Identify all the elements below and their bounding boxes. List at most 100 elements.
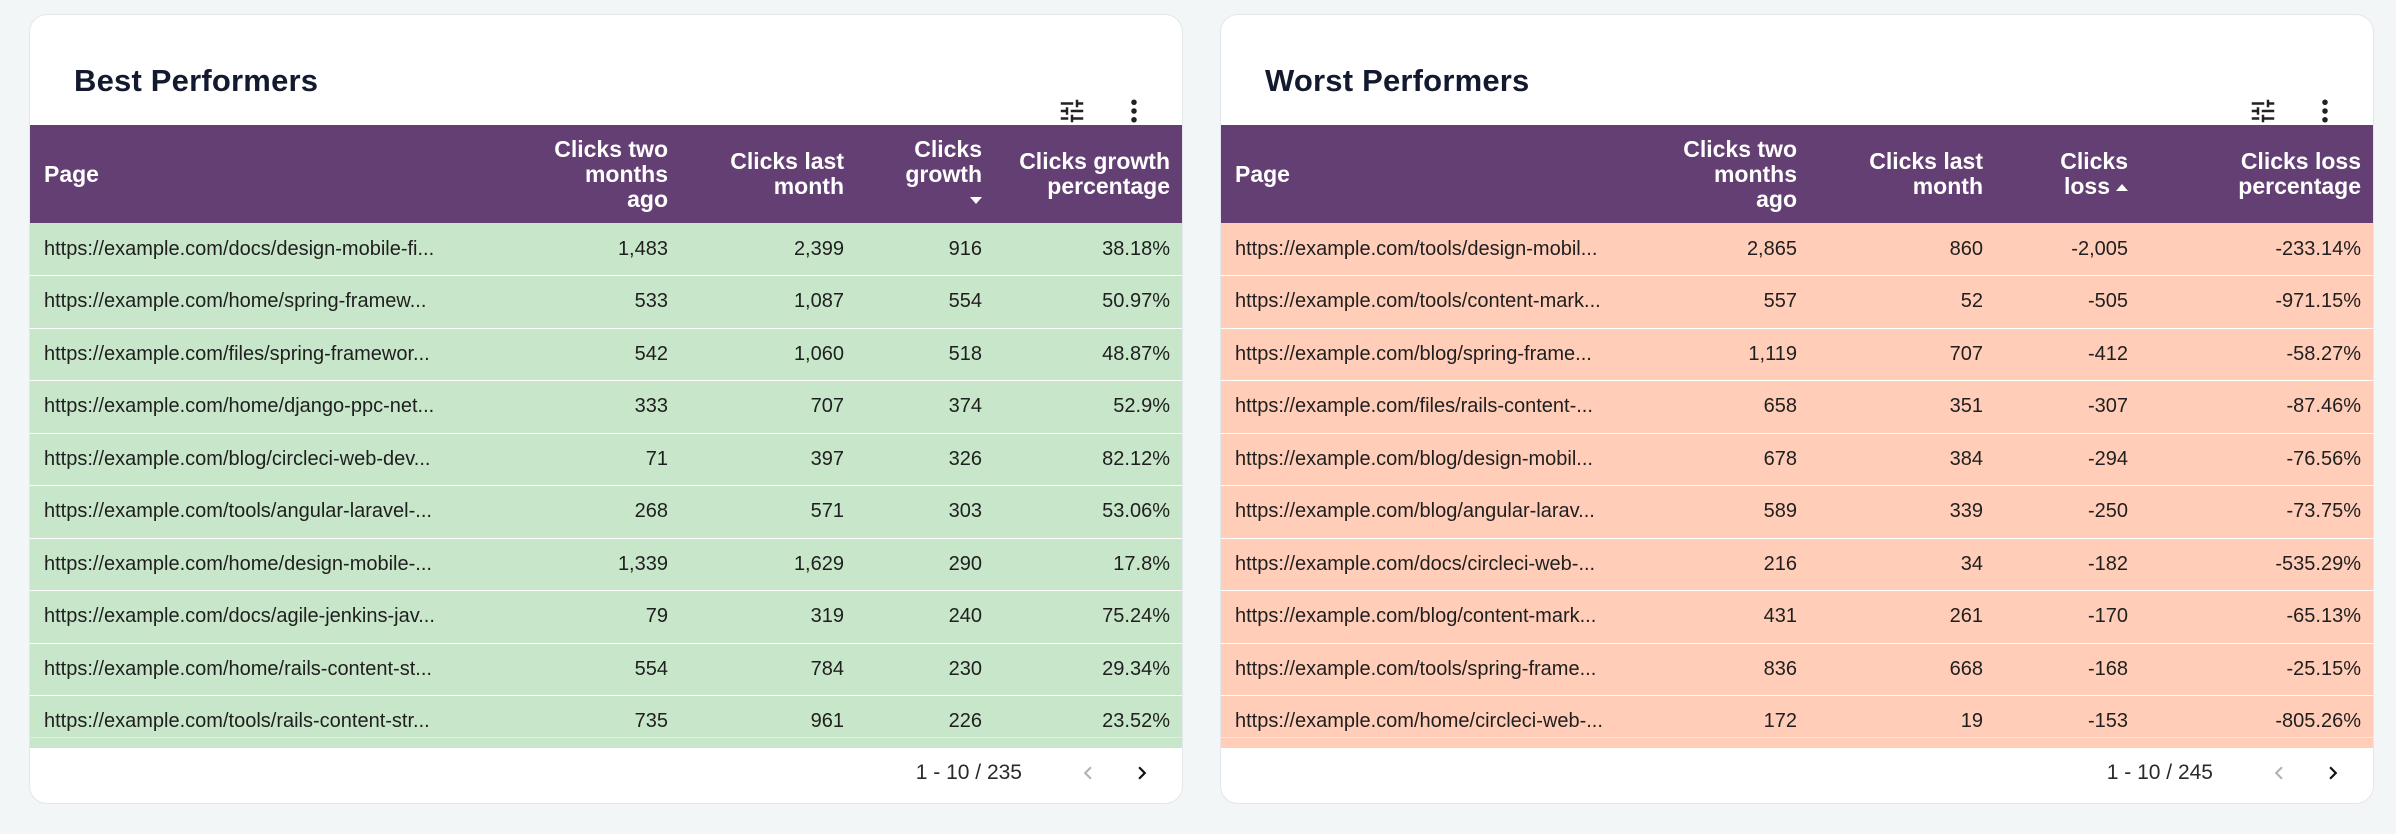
- table-body: https://example.com/docs/design-mobile-f…: [30, 223, 1182, 749]
- table-row[interactable]: https://example.com/home/django-ppc-net.…: [30, 380, 1182, 434]
- cell-clicks-loss: -294: [1997, 433, 2142, 486]
- panel-title: Best Performers: [74, 63, 319, 98]
- header-line: Clicks last: [730, 148, 844, 174]
- chevron-left-icon[interactable]: [2257, 751, 2301, 795]
- cell-clicks-two-months-ago: 79: [490, 590, 682, 644]
- column-header-clicks-loss[interactable]: Clicks loss: [1997, 125, 2142, 223]
- table-row[interactable]: https://example.com/tools/angular-larave…: [30, 485, 1182, 539]
- cell-clicks-last-month: 707: [682, 380, 858, 434]
- cell-clicks-last-month: 52: [1811, 275, 1997, 329]
- header-line: Clicks two: [1683, 135, 1797, 162]
- cell-clicks-loss: -182: [1997, 538, 2142, 591]
- cell-clicks-loss-percentage: -73.75%: [2142, 485, 2373, 539]
- table-row[interactable]: https://example.com/home/spring-framew..…: [30, 275, 1182, 329]
- table-row[interactable]: https://example.com/docs/agile-jenkins-j…: [30, 590, 1182, 644]
- sort-descending-icon: [970, 196, 982, 204]
- table-row[interactable]: https://example.com/home/rails-content-s…: [30, 643, 1182, 696]
- cell-clicks-last-month: 19: [1811, 695, 1997, 749]
- column-header-page[interactable]: Page: [30, 125, 490, 223]
- more-vert-icon[interactable]: [1116, 93, 1152, 129]
- table-row[interactable]: https://example.com/blog/content-mark...…: [1221, 590, 2373, 644]
- cell-clicks-loss: -2,005: [1997, 223, 2142, 276]
- cell-clicks-last-month: 668: [1811, 643, 1997, 696]
- cell-clicks-growth: 240: [858, 590, 996, 644]
- cell-clicks-growth: 303: [858, 485, 996, 539]
- cell-page: https://example.com/blog/spring-frame...: [1221, 328, 1659, 381]
- cell-clicks-growth: 554: [858, 275, 996, 329]
- cell-clicks-two-months-ago: 2,865: [1659, 223, 1811, 276]
- cell-clicks-last-month: 571: [682, 485, 858, 539]
- divider: [30, 737, 1182, 738]
- pagination: 1 - 10 / 235: [916, 751, 1164, 795]
- cell-clicks-growth-percentage: 53.06%: [996, 485, 1182, 539]
- cell-clicks-last-month: 707: [1811, 328, 1997, 381]
- table-row[interactable]: https://example.com/tools/spring-frame..…: [1221, 643, 2373, 696]
- table-row[interactable]: https://example.com/tools/rails-content-…: [30, 695, 1182, 749]
- cell-clicks-two-months-ago: 431: [1659, 590, 1811, 644]
- chevron-right-icon[interactable]: [1120, 751, 1164, 795]
- column-header-clicks-loss-percentage[interactable]: Clicks loss percentage: [2142, 125, 2373, 223]
- table-row[interactable]: https://example.com/home/design-mobile-.…: [30, 538, 1182, 591]
- cell-clicks-two-months-ago: 554: [490, 643, 682, 696]
- cell-clicks-two-months-ago: 542: [490, 328, 682, 381]
- worst-performers-panel: Worst Performers Page Clicks two months …: [1220, 14, 2374, 804]
- cell-clicks-two-months-ago: 836: [1659, 643, 1811, 696]
- cell-clicks-growth-percentage: 23.52%: [996, 695, 1182, 749]
- column-header-clicks-two-months-ago[interactable]: Clicks two months ago: [490, 125, 682, 223]
- panel-toolbar: [2245, 93, 2343, 129]
- cell-page: https://example.com/tools/design-mobil..…: [1221, 223, 1659, 276]
- table-row[interactable]: https://example.com/docs/design-mobile-f…: [30, 223, 1182, 276]
- table-row[interactable]: https://example.com/blog/angular-larav..…: [1221, 485, 2373, 539]
- chevron-right-icon[interactable]: [2311, 751, 2355, 795]
- cell-clicks-loss-percentage: -87.46%: [2142, 380, 2373, 434]
- column-header-clicks-growth[interactable]: Clicks growth: [858, 125, 996, 223]
- cell-clicks-growth-percentage: 75.24%: [996, 590, 1182, 644]
- tune-icon[interactable]: [2245, 93, 2281, 129]
- cell-clicks-loss-percentage: -971.15%: [2142, 275, 2373, 329]
- cell-page: https://example.com/tools/spring-frame..…: [1221, 643, 1659, 696]
- cell-page: https://example.com/blog/angular-larav..…: [1221, 485, 1659, 539]
- table-row[interactable]: https://example.com/home/circleci-web-..…: [1221, 695, 2373, 749]
- table-row[interactable]: https://example.com/files/rails-content-…: [1221, 380, 2373, 434]
- cell-clicks-two-months-ago: 172: [1659, 695, 1811, 749]
- cell-clicks-last-month: 261: [1811, 590, 1997, 644]
- table-row[interactable]: https://example.com/tools/design-mobil..…: [1221, 223, 2373, 276]
- cell-clicks-last-month: 860: [1811, 223, 1997, 276]
- table-row[interactable]: https://example.com/tools/content-mark..…: [1221, 275, 2373, 329]
- cell-page: https://example.com/home/design-mobile-.…: [30, 538, 490, 591]
- cell-clicks-last-month: 351: [1811, 380, 1997, 434]
- cell-clicks-loss: -412: [1997, 328, 2142, 381]
- column-header-clicks-growth-percentage[interactable]: Clicks growth percentage: [996, 125, 1182, 223]
- tune-icon[interactable]: [1054, 93, 1090, 129]
- best-performers-table: Page Clicks two months ago Clicks last m…: [30, 125, 1182, 749]
- chevron-left-icon[interactable]: [1066, 751, 1110, 795]
- cell-clicks-last-month: 1,629: [682, 538, 858, 591]
- table-row[interactable]: https://example.com/blog/design-mobil...…: [1221, 433, 2373, 486]
- cell-clicks-two-months-ago: 557: [1659, 275, 1811, 329]
- header-line: percentage: [1047, 173, 1170, 199]
- pagination: 1 - 10 / 245: [2107, 751, 2355, 795]
- table-row[interactable]: https://example.com/files/spring-framewo…: [30, 328, 1182, 381]
- cell-clicks-loss-percentage: -76.56%: [2142, 433, 2373, 486]
- column-header-page[interactable]: Page: [1221, 125, 1659, 223]
- column-header-clicks-last-month[interactable]: Clicks last month: [682, 125, 858, 223]
- table-row[interactable]: https://example.com/docs/circleci-web-..…: [1221, 538, 2373, 591]
- header-line: month: [1912, 173, 1983, 199]
- cell-clicks-loss-percentage: -65.13%: [2142, 590, 2373, 644]
- header-line: Clicks: [914, 135, 982, 162]
- cell-clicks-two-months-ago: 1,339: [490, 538, 682, 591]
- cell-clicks-last-month: 384: [1811, 433, 1997, 486]
- more-vert-icon[interactable]: [2307, 93, 2343, 129]
- table-row[interactable]: https://example.com/blog/spring-frame...…: [1221, 328, 2373, 381]
- cell-clicks-two-months-ago: 333: [490, 380, 682, 434]
- column-header-clicks-two-months-ago[interactable]: Clicks two months ago: [1659, 125, 1811, 223]
- cell-clicks-growth: 326: [858, 433, 996, 486]
- cell-clicks-two-months-ago: 589: [1659, 485, 1811, 539]
- cell-clicks-growth: 226: [858, 695, 996, 749]
- table-row[interactable]: https://example.com/blog/circleci-web-de…: [30, 433, 1182, 486]
- cell-page: https://example.com/docs/agile-jenkins-j…: [30, 590, 490, 644]
- cell-clicks-last-month: 2,399: [682, 223, 858, 276]
- header-line: Clicks loss: [2240, 148, 2361, 174]
- column-header-clicks-last-month[interactable]: Clicks last month: [1811, 125, 1997, 223]
- cell-page: https://example.com/files/rails-content-…: [1221, 380, 1659, 434]
